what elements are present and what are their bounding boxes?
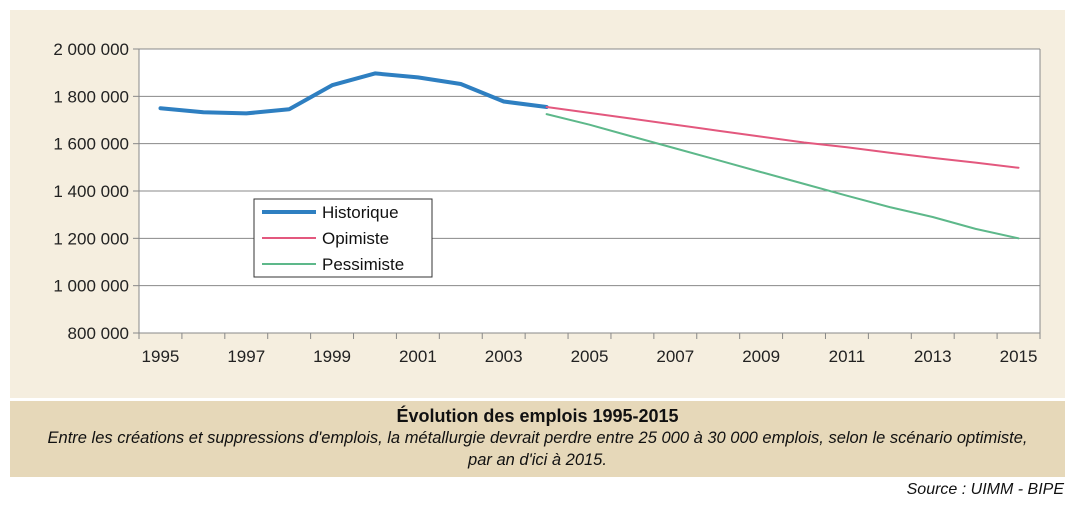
y-tick-label: 1 800 000 — [53, 87, 129, 106]
x-tick-label: 2007 — [656, 347, 694, 366]
series-line-opimiste — [545, 106, 1020, 169]
caption-panel: Évolution des emplois 1995-2015 Entre le… — [10, 401, 1065, 477]
y-tick-label: 1 000 000 — [53, 277, 129, 296]
chart-svg: 800 000 1 000 000 1 200 000 1 400 000 1 600 … — [53, 40, 1041, 366]
x-tick-label: 2005 — [571, 347, 609, 366]
legend: Historique Opimiste Pessimiste — [253, 198, 433, 278]
series-layer — [158, 71, 1020, 240]
x-tick-label: 2011 — [829, 347, 866, 366]
caption-text: Entre les créations et suppressions d'em… — [47, 429, 1028, 469]
y-tick-label: 1 200 000 — [53, 229, 129, 248]
legend-label: Opimiste — [322, 229, 389, 248]
axis-layer: 800 000 1 000 000 1 200 000 1 400 000 1 600 … — [53, 40, 1041, 366]
grid-layer — [139, 48, 1041, 334]
y-tick-label: 800 000 — [68, 324, 129, 343]
chart-panel: 800 000 1 000 000 1 200 000 1 400 000 1 600 … — [10, 10, 1065, 398]
y-tick-label: 1 600 000 — [53, 135, 129, 154]
x-tick-label: 2003 — [485, 347, 523, 366]
y-tick-label: 1 400 000 — [53, 182, 129, 201]
x-tick-label: 2013 — [914, 347, 952, 366]
x-tick-label: 2001 — [399, 347, 437, 366]
x-tick-label: 2015 — [1000, 347, 1038, 366]
x-tick-label: 2009 — [742, 347, 780, 366]
caption-title: Évolution des emplois 1995-2015 — [396, 406, 679, 426]
x-tick-label: 1999 — [313, 347, 351, 366]
source-credit: Source : UIMM - BIPE — [906, 481, 1064, 498]
x-tick-label: 1997 — [227, 347, 265, 366]
legend-label: Historique — [322, 203, 399, 222]
x-tick-label: 1995 — [142, 347, 180, 366]
series-line-historique — [158, 71, 549, 116]
legend-label: Pessimiste — [322, 255, 404, 274]
y-tick-label: 2 000 000 — [53, 40, 129, 59]
series-line-pessimiste — [545, 113, 1020, 240]
